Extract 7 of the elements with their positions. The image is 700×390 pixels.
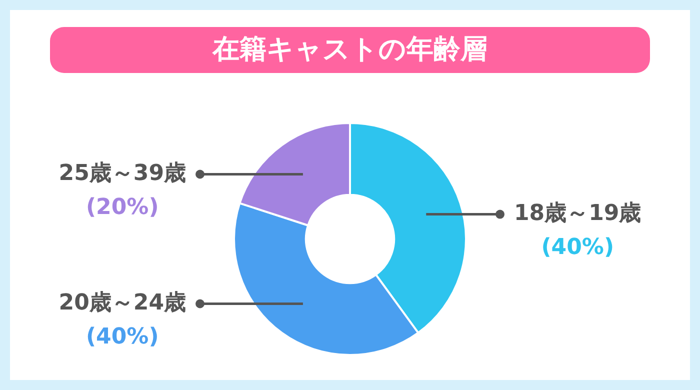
slice-label: 20歳～24歳 — [58, 290, 186, 316]
data-label: (20%) — [86, 194, 159, 220]
chart-title: 在籍キャストの年齢層 — [50, 27, 650, 73]
data-label: (40%) — [86, 324, 159, 350]
data-label: (40%) — [541, 234, 614, 260]
slice-label: 18歳～19歳 — [514, 200, 642, 226]
slice-label: 25歳～39歳 — [58, 160, 186, 186]
